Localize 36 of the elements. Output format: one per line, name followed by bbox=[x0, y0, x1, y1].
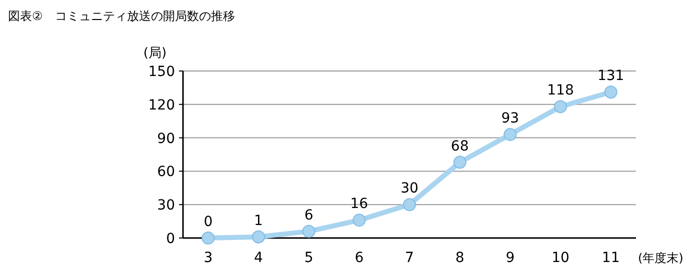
x-tick-label: 11 bbox=[602, 250, 620, 266]
x-tick-label: 9 bbox=[506, 250, 515, 266]
x-tick-label: 6 bbox=[354, 250, 364, 266]
data-label: 0 bbox=[204, 214, 213, 230]
data-label: 131 bbox=[597, 68, 624, 84]
y-axis-title: (局) bbox=[143, 46, 167, 61]
point bbox=[302, 224, 316, 238]
y-tick-label: 30 bbox=[157, 198, 175, 214]
point bbox=[453, 156, 466, 169]
x-axis-title: (年度末) bbox=[638, 251, 684, 265]
chart-title: 図表② コミュニティ放送の開局数の推移 bbox=[8, 9, 235, 23]
x-tick-label: 8 bbox=[455, 250, 464, 266]
point bbox=[252, 230, 265, 244]
data-label: 118 bbox=[547, 82, 574, 99]
data-label: 30 bbox=[400, 180, 418, 197]
point bbox=[604, 86, 618, 99]
y-tick-label: 120 bbox=[148, 97, 175, 114]
data-label: 16 bbox=[350, 196, 368, 212]
y-tick-label: 90 bbox=[157, 130, 175, 147]
y-tick-label: 150 bbox=[148, 64, 175, 80]
data-label: 6 bbox=[304, 207, 314, 224]
x-tick-label: 3 bbox=[204, 250, 213, 266]
x-tick-label: 10 bbox=[552, 250, 570, 266]
y-tick-label: 0 bbox=[166, 231, 175, 247]
y-tick-label: 60 bbox=[157, 164, 175, 180]
point bbox=[352, 214, 366, 227]
data-label: 68 bbox=[450, 138, 469, 154]
point bbox=[202, 232, 215, 244]
data-label: 93 bbox=[501, 110, 520, 126]
x-tick-label: 5 bbox=[304, 250, 314, 266]
point bbox=[504, 128, 517, 141]
point bbox=[403, 198, 416, 212]
x-tick-label: 7 bbox=[405, 250, 414, 266]
x-tick-label: 4 bbox=[254, 250, 264, 266]
point bbox=[554, 100, 567, 114]
data-label: 1 bbox=[254, 212, 263, 229]
